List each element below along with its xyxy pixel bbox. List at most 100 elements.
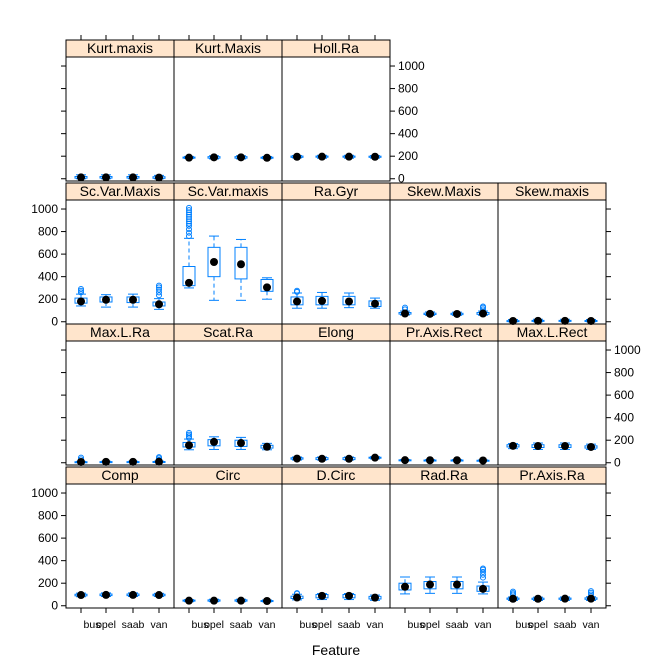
panel-pr-axis-rect: Pr.Axis.Rect [389, 323, 499, 466]
x-category-label: bus [408, 619, 425, 631]
outlier-point [510, 588, 516, 595]
y-tick-label-right: 0 [398, 172, 405, 186]
median-dot [102, 295, 110, 304]
boxplot-opel [207, 153, 221, 162]
boxplot-bus [74, 454, 88, 466]
outlier-point [186, 229, 192, 236]
outlier-point [186, 233, 192, 240]
outlier-point [78, 289, 84, 296]
median-dot [129, 295, 137, 304]
y-tick-label-left: 0 [51, 599, 58, 613]
median-dot [263, 442, 271, 451]
median-dot [453, 309, 461, 318]
median-dot [129, 590, 137, 599]
median-dot [371, 593, 379, 602]
x-category-label: opel [96, 619, 116, 631]
panel-scat-ra: Scat.Ra [173, 323, 283, 466]
x-category-label: bus [516, 619, 533, 631]
panel-frame [65, 56, 175, 182]
median-dot [401, 309, 409, 318]
boxplot-saab [558, 442, 572, 451]
panel-strip-label: D.Circ [317, 467, 356, 483]
median-dot [185, 153, 193, 162]
boxplot-opel [315, 591, 329, 601]
panel-strip-label: Sc.Var.Maxis [80, 183, 161, 199]
boxplot-van [260, 277, 274, 300]
boxplot-opel [99, 457, 113, 466]
median-dot [345, 297, 353, 306]
outlier-point [78, 287, 84, 294]
panel-strip-label: Holl.Ra [313, 40, 359, 56]
median-dot [77, 297, 85, 306]
boxplot-bus [398, 576, 412, 595]
x-category-label: van [151, 619, 168, 631]
box [234, 246, 248, 280]
boxplot-bus [74, 173, 88, 182]
median-dot [102, 590, 110, 599]
panel-ra-gyr: Ra.Gyr [281, 182, 391, 325]
y-tick-label-left: 0 [51, 315, 58, 329]
boxplot-opel [423, 309, 437, 318]
x-category-label: van [259, 619, 276, 631]
panel-strip-label: Max.L.Ra [90, 324, 150, 340]
x-category-label: van [583, 619, 600, 631]
outlier-point [156, 292, 162, 299]
median-dot [102, 457, 110, 466]
outlier-point [156, 282, 162, 289]
panel-frame [497, 199, 607, 325]
boxplot-bus [182, 204, 196, 289]
boxplot-saab [450, 576, 464, 594]
median-dot [263, 283, 271, 292]
median-dot [293, 152, 301, 161]
panel-max-l-ra: Max.L.Ra [61, 323, 175, 466]
median-dot [318, 591, 326, 600]
median-dot [237, 596, 245, 605]
boxplot-van [584, 442, 598, 451]
median-dot [479, 584, 487, 593]
outlier-point [480, 303, 486, 310]
median-dot [237, 260, 245, 269]
boxplot-van [476, 303, 490, 318]
outlier-point [156, 286, 162, 293]
outlier-point [480, 568, 486, 575]
median-dot [371, 152, 379, 161]
boxplot-saab [126, 590, 140, 599]
panel-kurt-maxis: Kurt.Maxis [173, 35, 283, 182]
outlier-point [186, 207, 192, 214]
boxplot-van [260, 442, 274, 451]
x-category-label: opel [528, 619, 548, 631]
boxplot-saab [342, 152, 356, 161]
panel-frame [389, 199, 499, 325]
boxplot-saab [450, 309, 464, 318]
boxplot-saab [234, 153, 248, 162]
y-tick-label-left: 800 [38, 509, 58, 523]
y-tick-label-left: 400 [38, 270, 58, 284]
x-category-label: saab [122, 619, 145, 631]
panel-strip-label: Circ [216, 467, 241, 483]
median-dot [426, 580, 434, 589]
y-tick-label-right: 200 [614, 433, 634, 447]
y-tick-label-left: 200 [38, 292, 58, 306]
panel-strip-label: Elong [318, 324, 354, 340]
boxplot-van [152, 454, 166, 466]
panel-strip [281, 39, 391, 58]
median-dot [345, 454, 353, 463]
boxplot-bus [74, 591, 88, 600]
x-category-label: saab [446, 619, 469, 631]
boxplot-van [584, 588, 598, 603]
boxplot-bus [398, 456, 412, 465]
x-axis-title: Feature [312, 642, 360, 658]
outlier-point [186, 204, 192, 211]
panel-frame [173, 199, 283, 325]
median-dot [561, 316, 569, 325]
boxplot-van [368, 593, 382, 602]
median-dot [561, 442, 569, 451]
boxplot-bus [506, 441, 520, 450]
median-dot [77, 173, 85, 182]
y-tick-label-right: 600 [614, 388, 634, 402]
boxplot-van [476, 565, 490, 595]
median-dot [102, 173, 110, 182]
